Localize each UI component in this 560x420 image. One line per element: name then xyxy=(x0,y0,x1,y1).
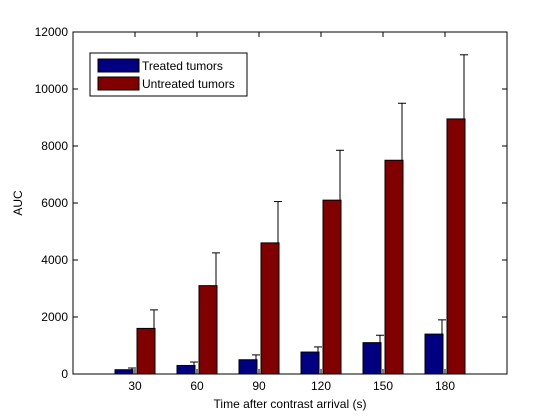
x-tick-label: 120 xyxy=(311,379,331,393)
x-tick-label: 30 xyxy=(128,379,142,393)
bar-untreated-30 xyxy=(136,327,156,375)
bar-treated-90 xyxy=(238,359,258,375)
bar-untreated-120 xyxy=(322,199,342,375)
bar-untreated-150 xyxy=(384,159,404,375)
bar-treated-30 xyxy=(114,369,134,375)
x-tick-label: 90 xyxy=(252,379,266,393)
y-tick-label: 6000 xyxy=(41,196,68,210)
bar-untreated-180 xyxy=(446,118,466,375)
legend-label-untreated: Untreated tumors xyxy=(142,77,235,91)
bar-untreated-90 xyxy=(260,242,280,375)
bar-untreated-60 xyxy=(198,285,218,375)
x-tick-label: 150 xyxy=(373,379,393,393)
y-tick-label: 10000 xyxy=(35,82,69,96)
bar-treated-60 xyxy=(176,364,196,375)
x-axis-label: Time after contrast arrival (s) xyxy=(214,397,367,411)
x-tick-labels: 30 60 90 120 150 180 xyxy=(128,379,455,393)
legend-label-treated: Treated tumors xyxy=(142,59,223,73)
legend-swatch-treated xyxy=(97,58,140,73)
y-tick-label: 12000 xyxy=(35,25,69,39)
y-tick-label: 8000 xyxy=(41,139,68,153)
bars-layer xyxy=(114,118,466,375)
y-tick-label: 4000 xyxy=(41,253,68,267)
y-axis-label: AUC xyxy=(11,190,25,216)
bar-treated-180 xyxy=(424,333,444,375)
error-bars-layer xyxy=(128,54,468,370)
y-tick-label: 0 xyxy=(61,367,68,381)
x-tick-label: 180 xyxy=(435,379,455,393)
y-tick-labels: 0 2000 4000 6000 8000 10000 12000 xyxy=(35,25,69,381)
y-tick-label: 2000 xyxy=(41,310,68,324)
bar-treated-150 xyxy=(362,342,382,375)
ticks-layer xyxy=(73,31,507,375)
legend-swatch-untreated xyxy=(97,76,140,91)
bar-treated-120 xyxy=(300,351,320,375)
legend: Treated tumors Untreated tumors xyxy=(89,52,248,97)
x-tick-label: 60 xyxy=(190,379,204,393)
